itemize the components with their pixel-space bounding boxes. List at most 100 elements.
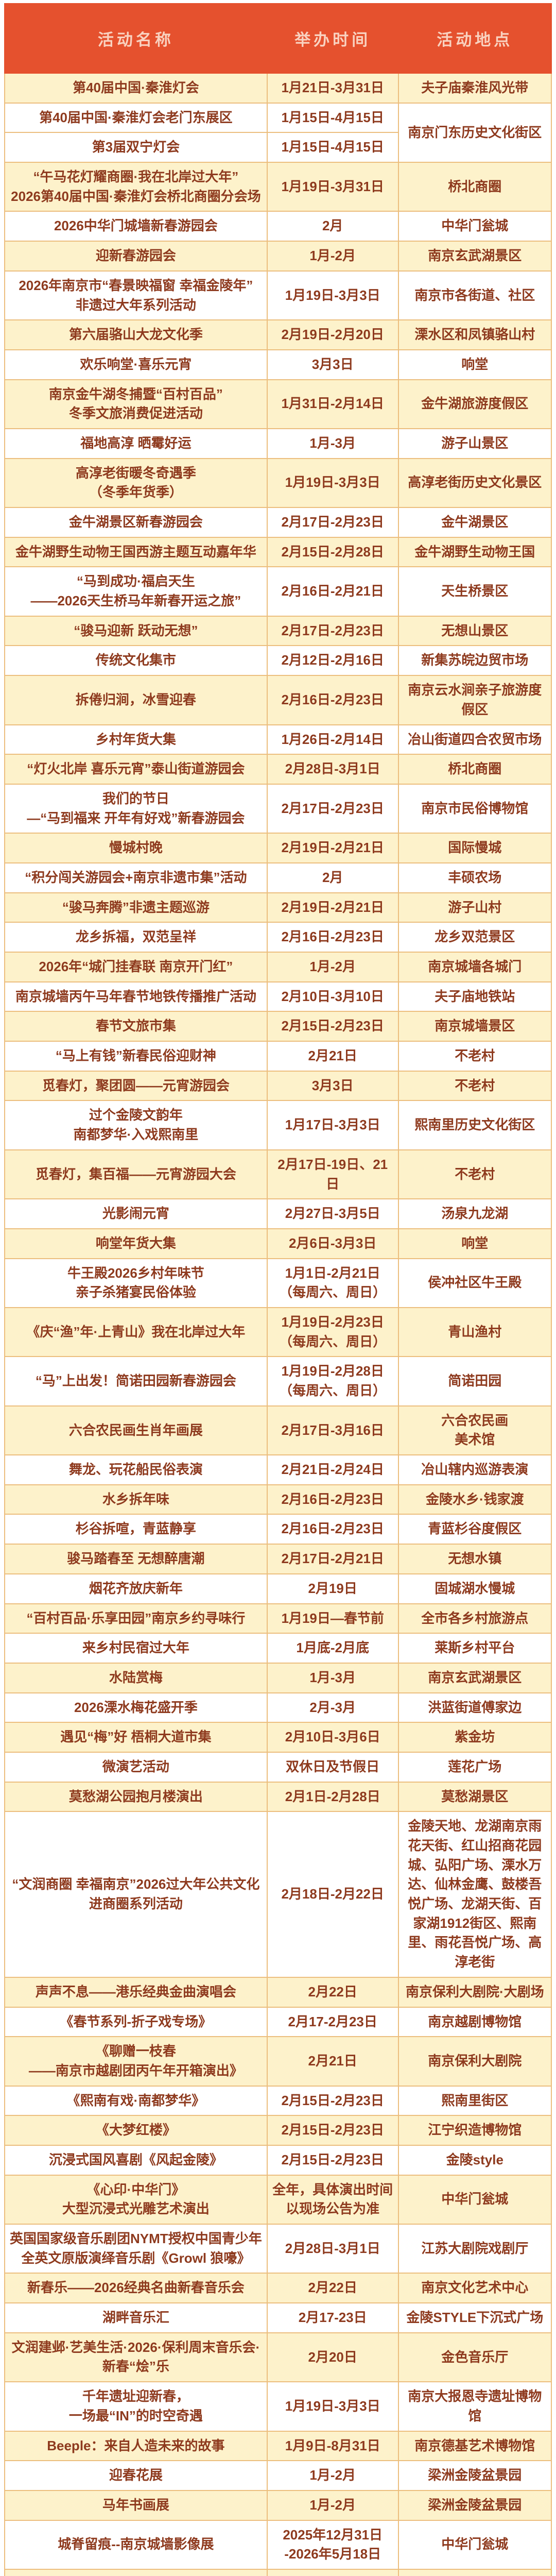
table-row: 文润建邺·艺美生活·2026·保利周末音乐会·新春“烩”乐 2月20日 金色音乐厅 xyxy=(4,2332,552,2383)
event-time-cell: 2月18日-2月22日 xyxy=(266,1811,399,1978)
event-location-cell: 天生桥景区 xyxy=(397,566,552,617)
event-time-cell: 1月-3月 xyxy=(266,1662,399,1693)
table-row: Beeple：来自人造未来的故事 1月9日-8月31日 南京德基艺术博物馆 xyxy=(4,2430,552,2462)
event-name-cell: 迎春花展 xyxy=(4,2460,268,2491)
event-name-cell: 春节文旅市集 xyxy=(4,1011,268,1042)
table-row: 《心印·中华门》 大型沉浸式光雕艺术演出 全年，具体演出时间 以现场公告为准 中华门… xyxy=(4,2174,552,2225)
event-location-cell: 熙南里街区 xyxy=(397,2085,552,2116)
event-time-cell: 2月19日-2月21日 xyxy=(266,833,399,863)
event-time-cell: 1月-2月 xyxy=(266,2460,399,2491)
event-time-cell: 1月19日-3月3日 xyxy=(266,2381,399,2432)
event-name-cell: 响堂年货大集 xyxy=(4,1228,268,1259)
table-row: 城脊留痕--南京城墙影像展 2025年12月31日 -2026年5月18日 中华门瓮… xyxy=(4,2519,552,2570)
event-time-cell: 2月10日-3月6日 xyxy=(266,1722,399,1753)
event-location-cell: 金陵水乡·钱家渡 xyxy=(397,1484,552,1515)
table-row: 水乡拆年味 2月16日-2月23日 金陵水乡·钱家渡 xyxy=(4,1484,552,1515)
event-time-cell: 2月22日 xyxy=(266,2273,399,2304)
table-row: 英国国家级音乐剧团NYMT授权中国青少年全英文原版演绎音乐剧《Growl 狼嚎》… xyxy=(4,2223,552,2274)
event-location-cell: 莲花广场 xyxy=(397,1751,552,1783)
event-time-cell: 1月31日-2月14日 xyxy=(266,379,399,429)
event-name-cell: 乡村年货大集 xyxy=(4,724,268,755)
event-name-cell: 水乡拆年味 xyxy=(4,1484,268,1515)
table-row: “马到成功·福启天生 ——2026天生桥马年新春开运之旅” 2月16日-2月21日… xyxy=(4,566,552,617)
event-location-cell: 南京德基艺术博物馆 xyxy=(397,2430,552,2462)
event-time-cell: 2月21日 xyxy=(266,2036,399,2087)
table-row: 骏马踏春至 无想醉唐潮 2月17日-2月21日 无想水镇 xyxy=(4,1544,552,1574)
table-row: 第40届中国·秦淮灯会老门东展区 1月15日-4月15日 南京门东历史文化街区 xyxy=(4,102,552,163)
event-name-cell: 城脊留痕--南京城墙影像展 xyxy=(4,2519,268,2570)
event-time-cell: 2月 xyxy=(266,862,399,893)
event-name-cell: 2026中华门城墙新春游园会 xyxy=(4,211,268,242)
event-location-cell: 无想水镇 xyxy=(397,1544,552,1574)
event-name-cell: 过个金陵文韵年 南都梦华·入戏熙南里 xyxy=(4,1100,268,1150)
event-location-cell: 响堂 xyxy=(397,349,552,380)
event-time-cell: 1月26日-2月14日 xyxy=(266,724,399,755)
event-name-cell: 南京金牛湖冬捕暨“百村百品” 冬季文旅消费促进活动 xyxy=(4,379,268,429)
event-name-cell: 第40届中国·秦淮灯会老门东展区 xyxy=(4,102,268,133)
event-location-cell: 龙乡双范景区 xyxy=(397,922,552,953)
event-location-cell: 高淳老街历史文化景区 xyxy=(397,457,552,509)
event-name-cell: 欢乐响堂·喜乐元宵 xyxy=(4,349,268,380)
event-location-cell: 南京玄武湖景区 xyxy=(397,241,552,272)
event-time-cell: 2月19日-2月20日 xyxy=(266,319,399,350)
table-row: 我们的节日 —“马到福来 开年有好戏”新春游园会 2月17日-2月23日 南京市民俗… xyxy=(4,783,552,834)
event-name-cell: 烟花齐放庆新年 xyxy=(4,1573,268,1604)
table-row: 2026溧水梅花盛开季 2月-3月 洪蓝街道傅家边 xyxy=(4,1692,552,1723)
table-row: 莫愁湖公园抱月楼演出 2月1日-2月28日 莫愁湖景区 xyxy=(4,1781,552,1812)
table-row: 声声不息——港乐经典金曲演唱会 2月22日 南京保利大剧院·大剧场 xyxy=(4,1976,552,2008)
table-row: “灯火北岸 喜乐元宵”泰山街道游园会 2月28日-3月1日 桥北商圈 xyxy=(4,754,552,785)
event-name-cell: “马”上出发！简诺田园新春游园会 xyxy=(4,1356,268,1406)
event-name-cell: 杉谷拆喧，青蓝静享 xyxy=(4,1514,268,1545)
event-location-cell: 夫子庙秦淮风光带 xyxy=(397,73,552,104)
table-row: 欢乐响堂·喜乐元宵 3月3日 响堂 xyxy=(4,349,552,380)
event-time-cell: 2月17日-2月21日 xyxy=(266,1544,399,1574)
event-name-cell: 迎新春游园会 xyxy=(4,241,268,272)
table-row: 慢城村晚 2月19日-2月21日 国际慢城 xyxy=(4,833,552,863)
event-time-cell: 1月17日-3月3日 xyxy=(266,1100,399,1150)
table-row: 金牛湖景区新春游园会 2月17日-2月23日 金牛湖景区 xyxy=(4,507,552,538)
event-location-cell: 南京城墙景区 xyxy=(397,1011,552,1042)
event-name-cell: 新春乐——2026经典名曲新春音乐会 xyxy=(4,2273,268,2304)
event-name-cell: 水陆赏梅 xyxy=(4,1662,268,1693)
event-time-cell: 1月21日-3月31日 xyxy=(266,73,399,104)
table-row: 烟花齐放庆新年 2月19日 固城湖水慢城 xyxy=(4,1573,552,1604)
event-location-cell: 中华门瓮城 xyxy=(397,2519,552,2570)
table-row: 遇见“梅”好 梧桐大道市集 2月10日-3月6日 紫金坊 xyxy=(4,1722,552,1753)
events-table-body: 第40届中国·秦淮灯会 1月21日-3月31日 夫子庙秦淮风光带 第40届中国·秦淮灯… xyxy=(4,73,552,2576)
event-time-cell: 2月15日-2月28日 xyxy=(266,536,399,568)
event-location-cell: 金牛湖野生动物王国 xyxy=(397,536,552,568)
event-time-cell: 2月17-2月23日 xyxy=(266,2006,399,2038)
event-name-cell: 南京城墙丙午马年春节地铁传播推广活动 xyxy=(4,981,268,1012)
event-name-cell: Beeple：来自人造未来的故事 xyxy=(4,2430,268,2462)
event-name-cell: 觅春灯，聚团圆——元宵游园会 xyxy=(4,1070,268,1101)
event-name-cell: 声声不息——港乐经典金曲演唱会 xyxy=(4,1976,268,2008)
event-time-cell: 2月15日-2月23日 xyxy=(266,2115,399,2146)
event-name-cell: 第六届骆山大龙文化季 xyxy=(4,319,268,350)
table-row: “马上有钱”新春民俗迎财神 2月21日 不老村 xyxy=(4,1041,552,1072)
event-time-cell: 1月-2月 xyxy=(266,2489,399,2521)
table-row: 乡村年货大集 1月26日-2月14日 冶山街道四合农贸市场 xyxy=(4,724,552,755)
event-time-cell: 2月28日-3月1日 xyxy=(266,2223,399,2274)
table-row: “骏马奔腾”非遗主题巡游 2月19日-2月21日 游子山村 xyxy=(4,892,552,923)
event-name-cell: “文润商圈 幸福南京”2026过大年公共文化进商圈系列活动 xyxy=(4,1811,268,1978)
event-location-cell: 简诺田园 xyxy=(397,1356,552,1406)
event-location-cell: 南京玄武湖景区 xyxy=(397,1662,552,1693)
table-row: 新春乐——2026经典名曲新春音乐会 2月22日 南京文化艺术中心 xyxy=(4,2273,552,2304)
event-location-cell: 南京门东历史文化街区 xyxy=(397,102,552,163)
event-name-cell: 牛王殿2026乡村年味节 亲子杀猪宴民俗体验 xyxy=(4,1258,268,1308)
table-row: 迎新春游园会 1月-2月 南京玄武湖景区 xyxy=(4,241,552,272)
event-time-cell: 2月17日-2月23日 xyxy=(266,783,399,834)
event-location-cell: 无想山景区 xyxy=(397,615,552,647)
event-name-cell: 舞龙、玩花船民俗表演 xyxy=(4,1454,268,1485)
table-row: 觅春灯，集百福——元宵游园大会 2月17日-19日、21日 不老村 xyxy=(4,1149,552,1200)
event-location-cell: 新集苏皖边贸市场 xyxy=(397,645,552,676)
event-name-cell: “骏马奔腾”非遗主题巡游 xyxy=(4,892,268,923)
table-row: 《春节系列-折子戏专场》 2月17-2月23日 南京越剧博物馆 xyxy=(4,2006,552,2038)
table-row: “马”上出发！简诺田园新春游园会 1月19日-2月28日 （每周六、周日） 简诺田园 xyxy=(4,1356,552,1406)
table-row: 迎春花展 1月-2月 梁洲金陵盆景园 xyxy=(4,2460,552,2491)
event-location-cell: 南京市各街道、社区 xyxy=(397,270,552,321)
event-location-cell: 不老村 xyxy=(397,1041,552,1072)
table-row: 过个金陵文韵年 南都梦华·入戏熙南里 1月17日-3月3日 熙南里历史文化街区 xyxy=(4,1100,552,1150)
event-location-cell: 不老村 xyxy=(397,1149,552,1200)
